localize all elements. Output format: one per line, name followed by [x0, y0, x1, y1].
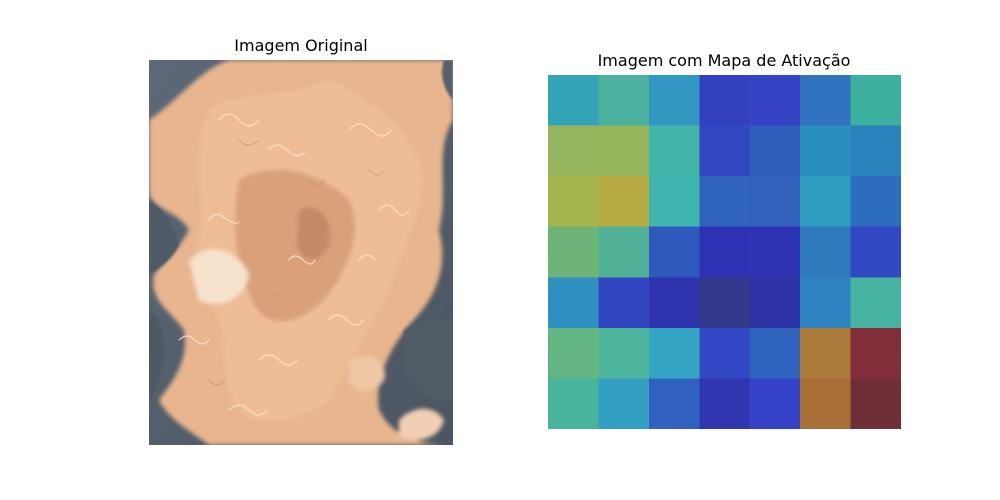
heatmap-cell [598, 378, 650, 429]
heatmap-cell [598, 277, 650, 329]
heatmap-cell [850, 277, 901, 329]
heatmap-cell [800, 75, 852, 127]
heatmap-cell [548, 75, 599, 127]
heatmap-cell [749, 277, 801, 329]
heatmap-cell [800, 226, 852, 278]
heatmap-cell [598, 176, 650, 228]
heatmap-cell [699, 327, 751, 379]
heatmap-cell [699, 378, 751, 429]
heatmap-cell [850, 226, 901, 278]
heatmap-cell [598, 75, 650, 127]
activation-map-title: Imagem com Mapa de Ativação [597, 51, 851, 70]
heatmap-cell [749, 327, 801, 379]
heatmap-cell [648, 327, 700, 379]
heatmap-cell [699, 277, 751, 329]
heatmap-cell [749, 125, 801, 177]
heatmap-cell [800, 277, 852, 329]
heatmap-cell [800, 125, 852, 177]
heatmap-cell [850, 125, 901, 177]
heatmap-cell [648, 226, 700, 278]
heatmap-cell [800, 378, 852, 429]
heatmap-cell [648, 75, 700, 127]
heatmap-cell [548, 327, 599, 379]
heatmap-cell [699, 176, 751, 228]
heatmap-cell [749, 378, 801, 429]
heatmap-cell [648, 378, 700, 429]
heatmap-cell [850, 75, 901, 127]
heatmap-cell [699, 125, 751, 177]
fur-photo [149, 60, 453, 445]
heatmap-cell [850, 176, 901, 228]
heatmap-cell [648, 125, 700, 177]
heatmap-cell [548, 125, 599, 177]
heatmap-cell [648, 176, 700, 228]
heatmap-cell [598, 327, 650, 379]
heatmap-cell [699, 226, 751, 278]
original-image-title: Imagem Original [234, 36, 368, 55]
heatmap-cell [800, 176, 852, 228]
heatmap-cell [850, 327, 901, 379]
heatmap-cell [548, 378, 599, 429]
heatmap-cell [850, 378, 901, 429]
heatmap-cell [749, 226, 801, 278]
heatmap-cell [699, 75, 751, 127]
heatmap-cell [548, 277, 599, 329]
heatmap-cell [548, 226, 599, 278]
heatmap-cell [548, 176, 599, 228]
activation-heatmap [548, 75, 901, 429]
heatmap-cell [749, 75, 801, 127]
original-image [149, 60, 453, 445]
heatmap-cell [598, 125, 650, 177]
heatmap-cell [648, 277, 700, 329]
heatmap-cell [749, 176, 801, 228]
heatmap-cell [800, 327, 852, 379]
heatmap-cell [598, 226, 650, 278]
